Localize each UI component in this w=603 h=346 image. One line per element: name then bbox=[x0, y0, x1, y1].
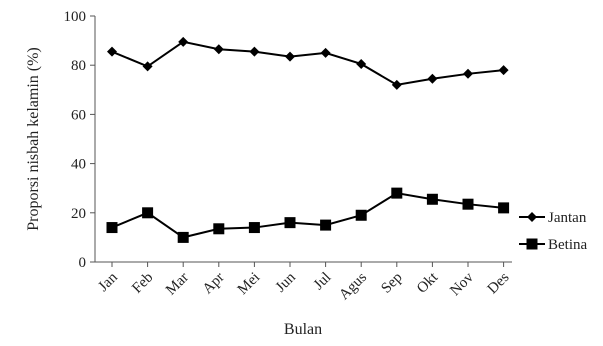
data-point-betina bbox=[106, 222, 118, 234]
x-tick-label: Mar bbox=[163, 270, 192, 299]
y-tick-label: 80 bbox=[71, 58, 86, 74]
data-point-jantan bbox=[285, 51, 295, 62]
data-point-betina bbox=[213, 223, 225, 235]
data-point-betina bbox=[498, 202, 510, 214]
x-ticks: Jan Feb Mar Apr Mei Jun Jul Agus Sep Okt Nov Des bbox=[95, 262, 513, 303]
series bbox=[106, 36, 510, 243]
x-tick-label: Okt bbox=[414, 269, 442, 297]
data-point-betina bbox=[320, 219, 332, 231]
data-point-jantan bbox=[391, 79, 402, 90]
x-tick-label: Jun bbox=[273, 269, 299, 295]
data-point-jantan bbox=[178, 36, 189, 47]
legend: Jantan Betina bbox=[519, 210, 587, 253]
data-point-jantan bbox=[498, 65, 509, 76]
legend-label: Betina bbox=[548, 237, 587, 253]
x-axis-title: Bulan bbox=[284, 321, 322, 338]
x-tick-label: Agus bbox=[336, 269, 370, 303]
x-tick-label: Sep bbox=[378, 270, 405, 297]
data-point-betina bbox=[462, 198, 474, 210]
data-point-betina bbox=[426, 193, 438, 205]
series-line-jantan bbox=[111, 40, 504, 86]
data-point-jantan bbox=[463, 68, 473, 79]
data-point-jantan bbox=[427, 73, 438, 84]
y-ticks: 0 20 40 60 80 100 bbox=[64, 9, 95, 271]
data-point-jantan bbox=[356, 58, 367, 69]
data-point-jantan bbox=[107, 46, 117, 57]
data-point-betina bbox=[284, 217, 296, 229]
legend-marker bbox=[526, 238, 538, 250]
series-jantan bbox=[107, 36, 509, 90]
y-tick-label: 60 bbox=[71, 107, 86, 123]
series-line-betina bbox=[111, 192, 504, 239]
y-axis-title: Proporsi nisbah kelamin (%) bbox=[25, 47, 42, 231]
series-betina bbox=[106, 187, 510, 243]
data-point-betina bbox=[391, 187, 403, 199]
legend-label: Jantan bbox=[548, 210, 587, 226]
data-point-jantan bbox=[142, 61, 153, 72]
x-tick-label: Apr bbox=[200, 270, 228, 298]
x-tick-label: Feb bbox=[129, 270, 156, 297]
legend-marker bbox=[527, 212, 537, 222]
legend-item-jantan: Jantan bbox=[519, 210, 587, 226]
x-tick-label: Nov bbox=[447, 269, 477, 299]
data-point-jantan bbox=[249, 46, 260, 57]
y-tick-label: 0 bbox=[79, 255, 87, 271]
data-point-betina bbox=[248, 222, 260, 234]
y-tick-label: 20 bbox=[71, 206, 86, 222]
legend-item-betina: Betina bbox=[519, 237, 587, 253]
data-point-betina bbox=[177, 231, 189, 243]
x-tick-label: Mei bbox=[235, 270, 263, 298]
data-point-jantan bbox=[320, 47, 331, 58]
y-tick-label: 40 bbox=[71, 157, 86, 173]
data-point-betina bbox=[142, 207, 154, 219]
y-tick-label: 100 bbox=[64, 9, 87, 25]
data-point-betina bbox=[355, 209, 367, 221]
x-tick-label: Des bbox=[485, 269, 513, 297]
data-point-jantan bbox=[213, 44, 224, 55]
axes bbox=[94, 16, 512, 263]
x-tick-label: Jul bbox=[311, 270, 335, 294]
x-tick-label: Jan bbox=[95, 269, 121, 295]
